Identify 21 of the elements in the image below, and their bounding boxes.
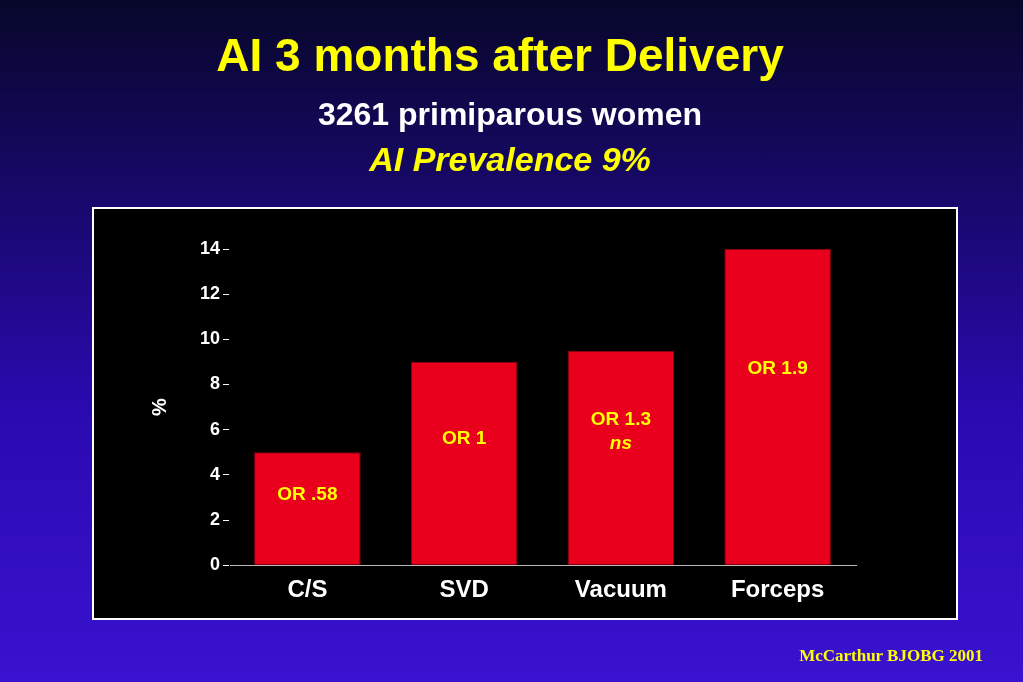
x-tick-label: C/S [287,575,328,603]
y-axis-title: % [147,398,170,416]
y-tick-label: 6 [210,418,221,439]
x-tick-label: SVD [439,575,489,603]
data-label: OR .58 [277,483,338,505]
chart-subtitle: 3261 primiparous women [316,96,704,133]
y-tick-label: 12 [199,283,221,304]
x-tick-label: Vacuum [574,575,667,603]
y-tick-label: 2 [210,509,221,529]
data-label: OR 1.3 ns [590,408,651,454]
y-tick-label: 8 [210,373,221,394]
text: AI Prevalence 9% [367,140,652,179]
chart-title: AI 3 months after Delivery [215,29,785,81]
x-tick-label: Forceps [730,575,825,603]
text: McCarthur BJOBG 2001 [799,646,983,666]
y-tick-label: 14 [199,237,221,258]
data-label: OR 1.9 [747,357,808,379]
data-label: OR 1 [441,427,487,449]
y-tick-label: 10 [199,328,221,349]
y-tick-label: 0 [210,554,221,575]
y-tick-label: 4 [210,463,221,484]
